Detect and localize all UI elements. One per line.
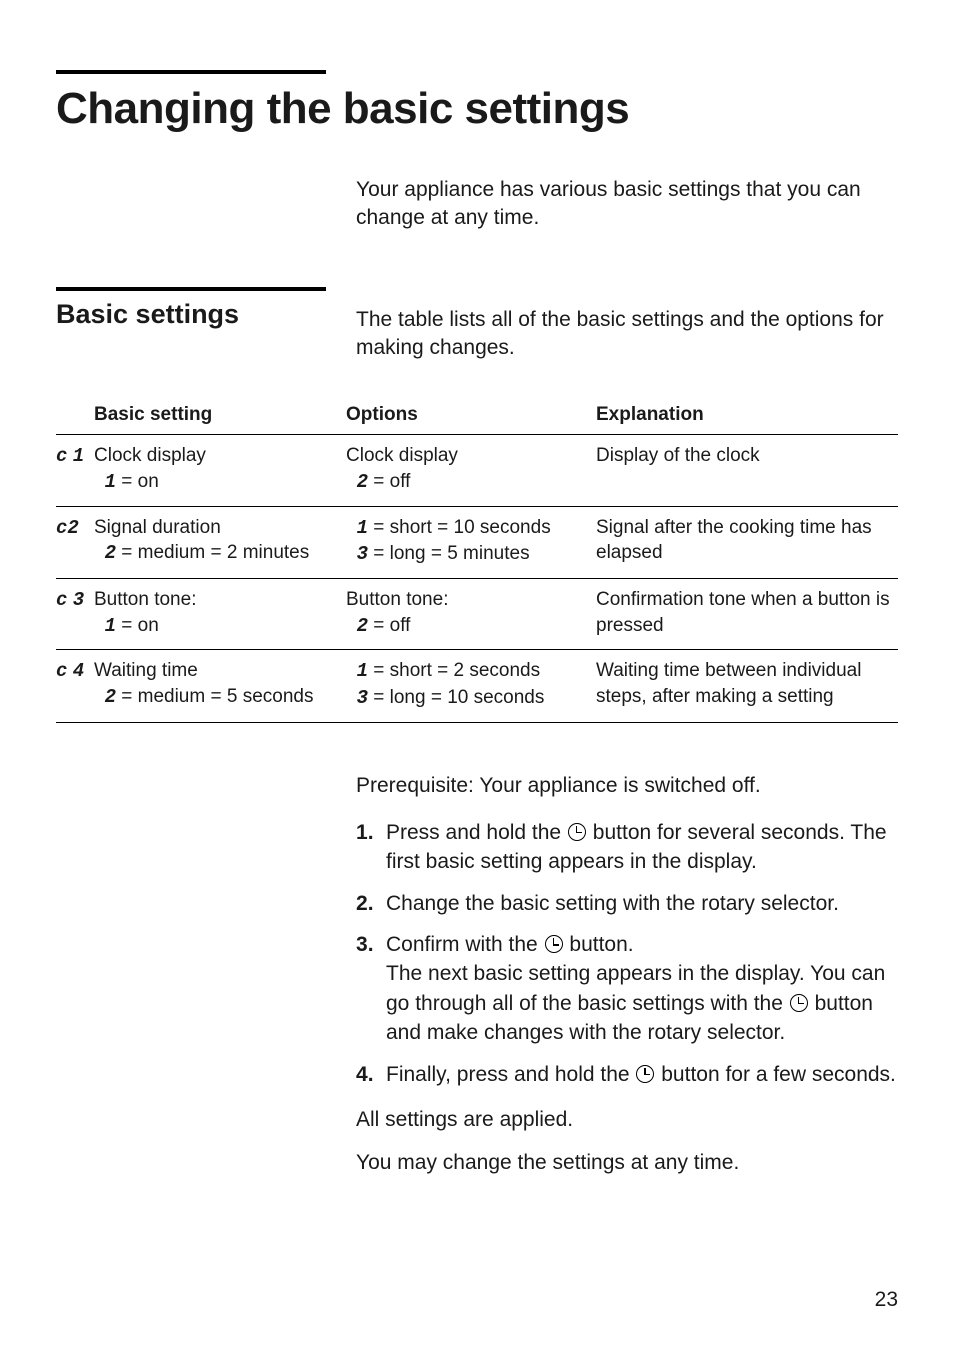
cell-explanation: Confirmation tone when a button is press… (596, 578, 898, 649)
cell-options: 1 = short = 10 seconds 3 = long = 5 minu… (346, 506, 596, 578)
page-title: Changing the basic settings (56, 84, 898, 134)
after-text-2: You may change the settings at any time. (356, 1148, 898, 1177)
cell-setting: Button tone: 1 = on (94, 578, 346, 649)
instructions-block: Prerequisite: Your appliance is switched… (356, 771, 898, 1178)
row-code: c2 (56, 506, 94, 578)
cell-explanation: Waiting time between individual steps, a… (596, 650, 898, 722)
th-setting: Basic setting (94, 398, 346, 435)
table-row: c 4 Waiting time 2 = medium = 5 seconds … (56, 650, 898, 722)
th-options: Options (346, 398, 596, 435)
clock-icon (790, 994, 808, 1012)
title-rule (56, 70, 326, 74)
cell-explanation: Signal after the cooking time has elapse… (596, 506, 898, 578)
table-row: c 1 Clock display 1 = on Clock display 2… (56, 435, 898, 506)
clock-icon (636, 1065, 654, 1083)
cell-setting: Signal duration 2 = medium = 2 minutes (94, 506, 346, 578)
th-blank (56, 398, 94, 435)
cell-setting: Clock display 1 = on (94, 435, 346, 506)
cell-options: Button tone: 2 = off (346, 578, 596, 649)
cell-setting: Waiting time 2 = medium = 5 seconds (94, 650, 346, 722)
page-number: 23 (875, 1288, 898, 1312)
clock-icon (545, 935, 563, 953)
step-2: Change the basic setting with the rotary… (356, 889, 898, 918)
clock-icon (568, 823, 586, 841)
section-intro: The table lists all of the basic setting… (356, 306, 898, 363)
steps-list: Press and hold the button for several se… (356, 818, 898, 1089)
page-intro: Your appliance has various basic setting… (356, 176, 898, 233)
row-code: c 3 (56, 578, 94, 649)
table-row: c 3 Button tone: 1 = on Button tone: 2 =… (56, 578, 898, 649)
section-rule (56, 287, 326, 291)
step-4: Finally, press and hold the button for a… (356, 1060, 898, 1089)
settings-table: Basic setting Options Explanation c 1 Cl… (56, 398, 898, 722)
after-text-1: All settings are applied. (356, 1105, 898, 1134)
cell-options: 1 = short = 2 seconds 3 = long = 10 seco… (346, 650, 596, 722)
table-row: c2 Signal duration 2 = medium = 2 minute… (56, 506, 898, 578)
cell-explanation: Display of the clock (596, 435, 898, 506)
step-1: Press and hold the button for several se… (356, 818, 898, 877)
step-3: Confirm with the button. The next basic … (356, 930, 898, 1048)
th-explanation: Explanation (596, 398, 898, 435)
prerequisite: Prerequisite: Your appliance is switched… (356, 771, 898, 800)
row-code: c 4 (56, 650, 94, 722)
cell-options: Clock display 2 = off (346, 435, 596, 506)
row-code: c 1 (56, 435, 94, 506)
